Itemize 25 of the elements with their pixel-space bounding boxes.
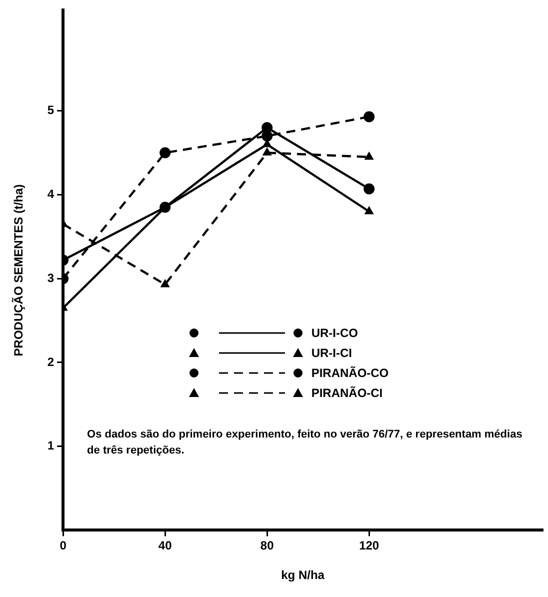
point (262, 147, 272, 156)
legend-label: UR-I-CO (311, 326, 358, 340)
point (364, 183, 375, 194)
point (160, 202, 171, 213)
y-tick-label: 3 (47, 270, 54, 285)
x-tick-label: 40 (158, 538, 172, 553)
y-tick-label: 2 (47, 354, 54, 369)
y-tick-label: 1 (47, 438, 54, 453)
legend-label: PIRANÃO-CI (311, 386, 383, 400)
point (364, 206, 374, 214)
x-tick-label: 80 (260, 538, 274, 553)
y-tick-label: 5 (47, 103, 54, 118)
point (160, 147, 171, 158)
y-tick-label: 4 (47, 187, 54, 202)
y-axis-title: PRODUÇÃO SEMENTES (t/ha) (12, 184, 26, 356)
legend-label: PIRANÃO-CO (311, 366, 389, 380)
annotation: Os dados são do primeiro experimento, feito no verão 76/77, e representam médias de três repetições. (87, 428, 522, 457)
point (364, 111, 375, 122)
x-axis-title: kg N/ha (281, 568, 325, 582)
point (160, 278, 170, 288)
point (262, 122, 273, 134)
legend-label: UR-I-CI (311, 346, 352, 360)
point (364, 151, 374, 160)
x-tick-label: 0 (60, 538, 67, 553)
x-tick-label: 120 (359, 538, 380, 553)
